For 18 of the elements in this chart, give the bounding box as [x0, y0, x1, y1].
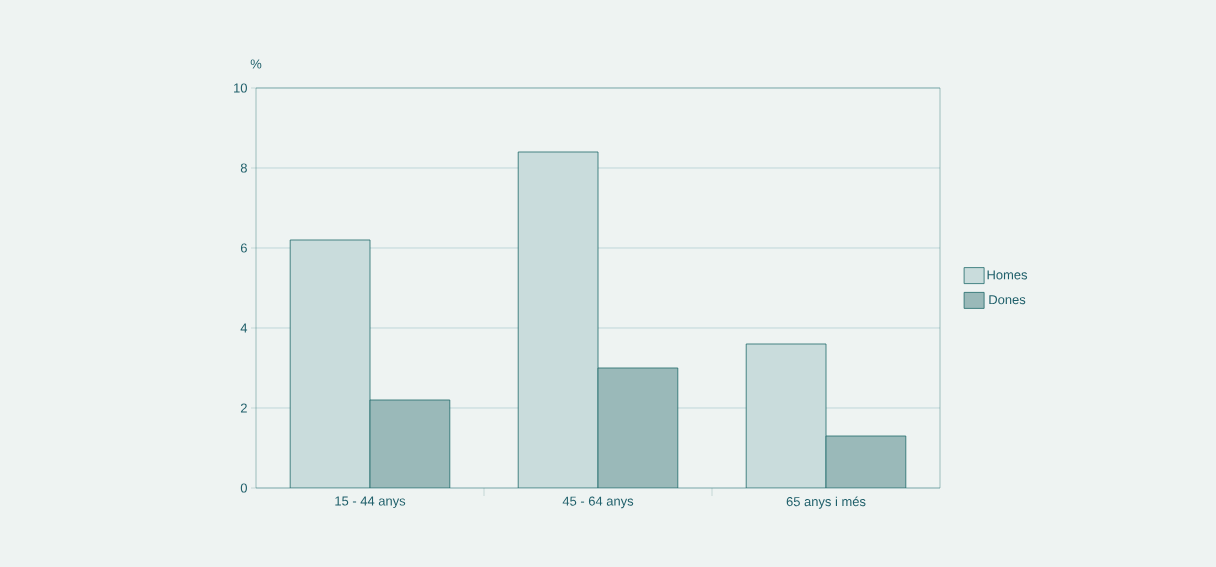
legend-label: Homes [987, 270, 1028, 280]
y-tick-label: 2 [240, 403, 247, 413]
y-tick-label: 0 [240, 483, 247, 493]
legend-label: Dones [989, 295, 1026, 305]
bar [369, 399, 451, 488]
x-tick-label: 45 - 64 anys [562, 496, 634, 509]
x-tick-label: 65 anys i més [786, 496, 866, 509]
bar [825, 435, 907, 488]
x-tick-label: 15 - 44 anys [335, 496, 406, 509]
y-tick-label: 10 [234, 83, 247, 93]
bar [517, 151, 599, 488]
bar [745, 343, 827, 488]
y-tick-label: 4 [240, 323, 248, 333]
bar [597, 367, 679, 488]
y-axis-title: % [250, 59, 262, 69]
y-tick-label: 6 [240, 243, 247, 253]
y-tick-label: 8 [240, 163, 247, 173]
bar [289, 239, 371, 488]
